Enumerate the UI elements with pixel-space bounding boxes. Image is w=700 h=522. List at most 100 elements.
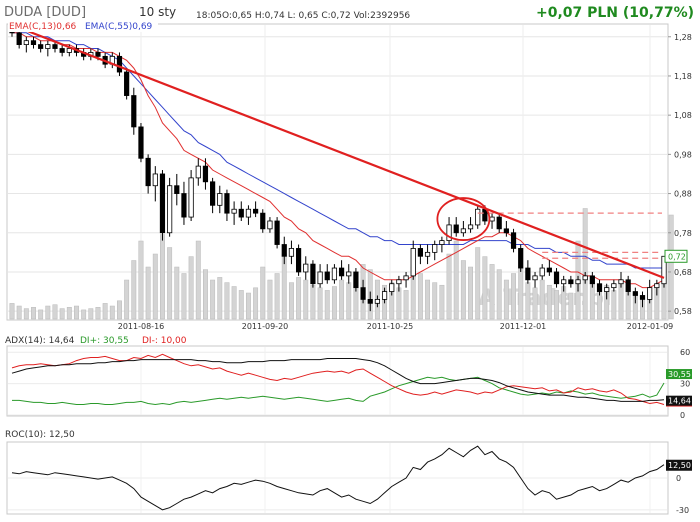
candle — [596, 279, 603, 296]
candle-body — [95, 52, 101, 57]
candle-body — [639, 295, 646, 300]
candle-body — [317, 271, 323, 285]
volume-bar — [160, 234, 165, 320]
candle-body — [360, 287, 366, 300]
price-candles — [9, 25, 667, 312]
date-tick-label: 2011-09-20 — [242, 322, 289, 331]
volume-bar — [496, 269, 502, 320]
volume-bar — [131, 260, 137, 320]
volume-bar — [88, 308, 94, 320]
volume-bar — [188, 256, 194, 320]
candle-body — [346, 271, 352, 277]
candle — [45, 40, 51, 57]
volume-bar — [396, 287, 402, 320]
candle-body — [202, 165, 209, 183]
volume-bar — [23, 308, 29, 320]
volume-bar — [303, 279, 309, 320]
candle — [145, 154, 151, 194]
date-tick-label: 2011-08-16 — [118, 322, 165, 331]
candle — [424, 244, 431, 265]
volume-bar — [95, 307, 101, 320]
candle-body — [417, 248, 423, 257]
candle — [274, 217, 280, 249]
date-tick-label: 2012-01-09 — [627, 322, 674, 331]
candle — [647, 279, 653, 304]
candle-body — [45, 44, 51, 49]
candle — [403, 271, 409, 288]
candle-body — [460, 228, 466, 234]
volume-bar — [59, 308, 65, 320]
candle-body — [632, 291, 638, 296]
candle-body — [238, 208, 244, 218]
di-minus-line — [11, 353, 665, 405]
volume-bar — [611, 290, 617, 320]
volume-bar — [217, 277, 223, 320]
candle — [253, 201, 259, 218]
adx-tick-label: 30 — [680, 380, 690, 389]
candle — [331, 264, 338, 284]
candle-body — [403, 275, 409, 281]
volume-bar — [167, 247, 173, 320]
candle — [518, 244, 524, 272]
price-tick-label: 0,68 — [674, 268, 692, 277]
volume-bar — [324, 290, 330, 320]
candle — [195, 158, 201, 186]
candle-body — [575, 279, 581, 285]
candle-body — [23, 40, 29, 46]
candle — [16, 28, 22, 49]
candle-body — [582, 275, 588, 281]
candle-body — [224, 193, 230, 214]
volume-bar — [117, 300, 122, 320]
candle-body — [353, 271, 359, 289]
volume-bar — [74, 305, 79, 320]
candle — [417, 244, 423, 265]
volume-bar — [124, 279, 130, 320]
volume-bar — [439, 284, 445, 320]
volume-bar — [482, 256, 488, 320]
volume-bar — [81, 309, 87, 320]
volume-bar — [489, 264, 495, 320]
candle — [525, 260, 531, 284]
candle — [188, 170, 194, 221]
candle-body — [381, 291, 388, 300]
candle-body — [654, 283, 660, 289]
candle — [167, 177, 173, 237]
candle-body — [489, 216, 495, 222]
candle — [582, 271, 588, 284]
ema-legend: EMA(C,13)0,66 EMA(C,55)0,69 — [8, 20, 158, 32]
volume-bar — [195, 240, 201, 320]
volume-bar — [296, 277, 302, 320]
date-tick-label: 2011-10-25 — [367, 322, 414, 331]
roc-y-axis: 0 -30 12,50 — [666, 459, 692, 515]
adx-lines — [11, 353, 665, 406]
roc-line — [11, 445, 665, 511]
volume-bar — [31, 307, 36, 320]
candle — [260, 209, 266, 233]
candle — [496, 213, 502, 233]
volume-bar — [453, 240, 459, 320]
candle-body — [16, 32, 22, 46]
candle-body — [589, 275, 595, 285]
roc-tick-label: -30 — [676, 506, 689, 515]
volume-bar — [38, 309, 44, 320]
candle — [267, 217, 273, 233]
candle — [360, 279, 366, 304]
candle-body — [245, 208, 252, 218]
price-grid — [8, 25, 667, 319]
candle-body — [38, 44, 44, 49]
volume-bar — [460, 260, 466, 320]
volume-bar — [203, 269, 208, 320]
candle-body — [625, 279, 631, 292]
volume-bar — [231, 286, 237, 320]
candle — [159, 170, 166, 241]
price-tick-label: 0,88 — [674, 190, 692, 199]
adx-panel-frame — [6, 345, 669, 417]
candle — [231, 201, 237, 225]
candle — [138, 123, 144, 163]
date-tick-label: 2011-12-01 — [500, 322, 547, 331]
candle — [604, 283, 610, 300]
volume-bar — [446, 253, 452, 320]
volume-bar — [568, 292, 574, 320]
candle-body — [596, 283, 603, 292]
volume-bar — [267, 279, 273, 320]
